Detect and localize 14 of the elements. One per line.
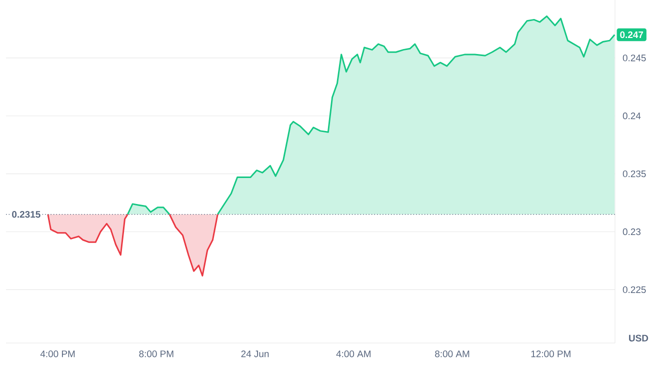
y-tick-label: 0.24 [622, 112, 641, 120]
y-tick-label: 0.225 [622, 286, 646, 294]
x-tick-label: 12:00 PM [531, 350, 570, 358]
x-tick-label: 4:00 AM [336, 350, 370, 358]
y-tick-label: 0.235 [622, 170, 646, 178]
ref-line-label: 0.2315 [12, 211, 40, 218]
y-axis-title: USD [629, 334, 648, 342]
annotation: 0.247 [620, 31, 644, 38]
y-tick-label: 0.245 [622, 54, 646, 62]
y-tick-label: 0.23 [622, 228, 641, 236]
x-tick-label: 24 Jun [241, 350, 269, 358]
x-tick-label: 8:00 AM [435, 350, 470, 358]
x-tick-label: 8:00 PM [139, 350, 174, 358]
x-tick-label: 4:00 PM [40, 350, 75, 358]
